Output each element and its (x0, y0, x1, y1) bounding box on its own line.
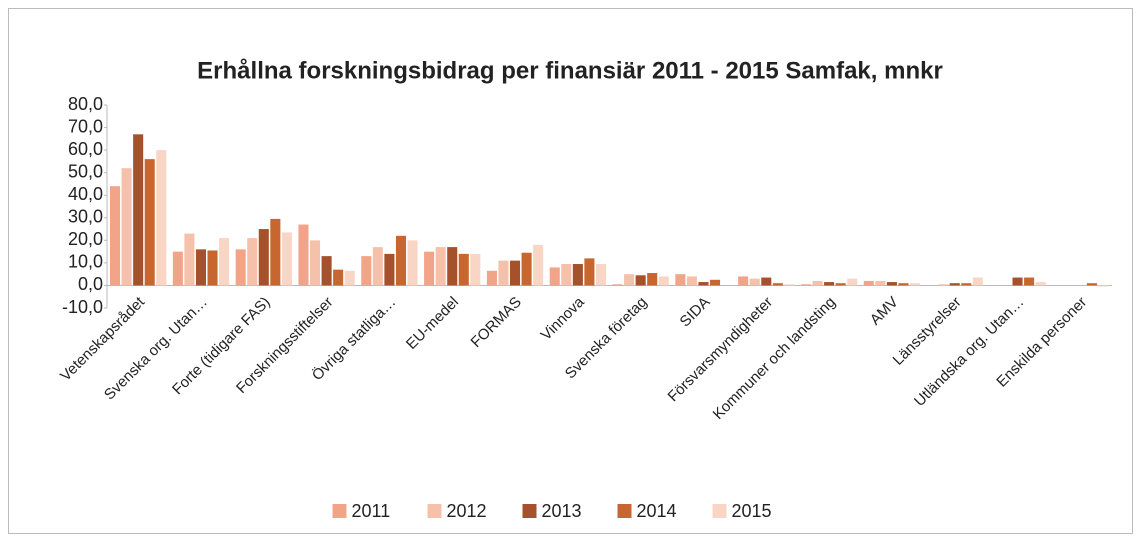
y-tick-label: 70,0 (68, 116, 103, 136)
bar (635, 275, 646, 286)
bar (298, 224, 309, 286)
bar (938, 284, 949, 286)
bar (133, 134, 144, 286)
y-tick-label: 0,0 (78, 274, 103, 294)
bar (281, 232, 292, 286)
bar (835, 283, 846, 286)
y-tick-label: -10,0 (62, 297, 103, 317)
bar (321, 256, 332, 286)
bar (1035, 282, 1046, 286)
legend-label: 2012 (447, 501, 487, 521)
legend-swatch (712, 504, 727, 518)
bar (1024, 277, 1035, 286)
bar (584, 258, 595, 286)
bar (949, 283, 960, 286)
bar (533, 244, 544, 286)
bar (847, 278, 858, 286)
bar (144, 159, 155, 286)
bar (435, 247, 446, 286)
bar (424, 251, 435, 286)
bar (812, 280, 823, 286)
legend-swatch (332, 504, 347, 518)
bar (172, 251, 183, 286)
legend-label: 2015 (732, 501, 772, 521)
bar (470, 253, 481, 286)
bar (395, 235, 406, 286)
bar (572, 264, 583, 286)
bar (207, 250, 218, 286)
bar (761, 277, 772, 286)
legend-label: 2013 (542, 501, 582, 521)
legend-label: 2011 (352, 501, 391, 521)
bar (886, 282, 897, 286)
bar (498, 260, 509, 286)
bar (749, 278, 760, 286)
y-tick-label: 80,0 (68, 94, 103, 114)
bar (247, 238, 258, 286)
y-tick-label: 30,0 (68, 207, 103, 227)
bar (624, 274, 635, 286)
bar (800, 284, 812, 286)
y-tick-label: 10,0 (68, 252, 103, 272)
bar (521, 252, 532, 286)
bar (595, 264, 606, 286)
y-tick-label: 50,0 (68, 161, 103, 181)
bar (875, 280, 886, 286)
bar (110, 186, 121, 286)
bar (384, 253, 395, 286)
chart-title: Erhållna forskningsbidrag per finansiär … (197, 57, 943, 84)
bar (961, 283, 972, 286)
bar (784, 284, 795, 286)
bar (458, 253, 469, 286)
bar (333, 269, 344, 286)
y-tick-label: 20,0 (68, 229, 103, 249)
bar (195, 249, 206, 286)
bar (561, 264, 572, 286)
bar (156, 150, 167, 286)
bar (738, 276, 749, 286)
bar (972, 277, 983, 286)
bar (612, 284, 623, 286)
bar (709, 279, 721, 286)
bar (447, 247, 458, 286)
bar (310, 240, 321, 286)
bar (898, 283, 909, 286)
bar (549, 267, 560, 286)
legend-label: 2014 (637, 501, 677, 521)
legend-swatch (617, 504, 632, 518)
bar (1012, 277, 1023, 286)
bar (510, 260, 521, 286)
bar (863, 280, 874, 286)
bar (372, 247, 383, 286)
bar (647, 273, 658, 286)
bar (686, 276, 697, 286)
bar (121, 168, 132, 286)
legend-swatch (427, 504, 442, 518)
bar (270, 218, 281, 286)
bar (909, 283, 921, 286)
bar (219, 238, 230, 286)
bar (1086, 283, 1097, 286)
bar (772, 283, 783, 286)
bar (658, 276, 669, 286)
bar (486, 270, 497, 286)
bar (344, 270, 355, 286)
bar (1098, 285, 1109, 287)
bar (407, 240, 418, 286)
bar (184, 233, 195, 286)
bar (824, 282, 835, 286)
bar (361, 256, 372, 286)
bar (675, 274, 686, 286)
y-tick-label: 60,0 (68, 139, 103, 159)
bar (235, 249, 246, 286)
legend-swatch (522, 504, 537, 518)
bar (698, 282, 709, 286)
y-tick-label: 40,0 (68, 184, 103, 204)
bar (258, 229, 269, 286)
